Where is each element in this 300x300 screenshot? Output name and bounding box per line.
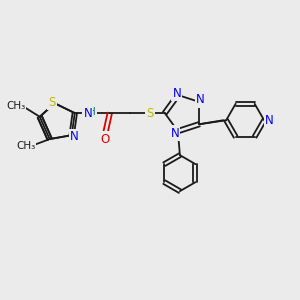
Text: H: H [88,107,96,117]
Text: N: N [83,106,92,120]
Text: CH₃: CH₃ [16,141,35,151]
Text: O: O [100,133,110,146]
Text: N: N [196,93,205,106]
Text: CH₃: CH₃ [6,101,26,111]
Text: N: N [70,130,79,143]
Text: N: N [172,86,181,100]
Text: S: S [48,96,56,109]
Text: S: S [146,106,154,120]
Text: N: N [265,114,274,127]
Text: N: N [170,127,179,140]
